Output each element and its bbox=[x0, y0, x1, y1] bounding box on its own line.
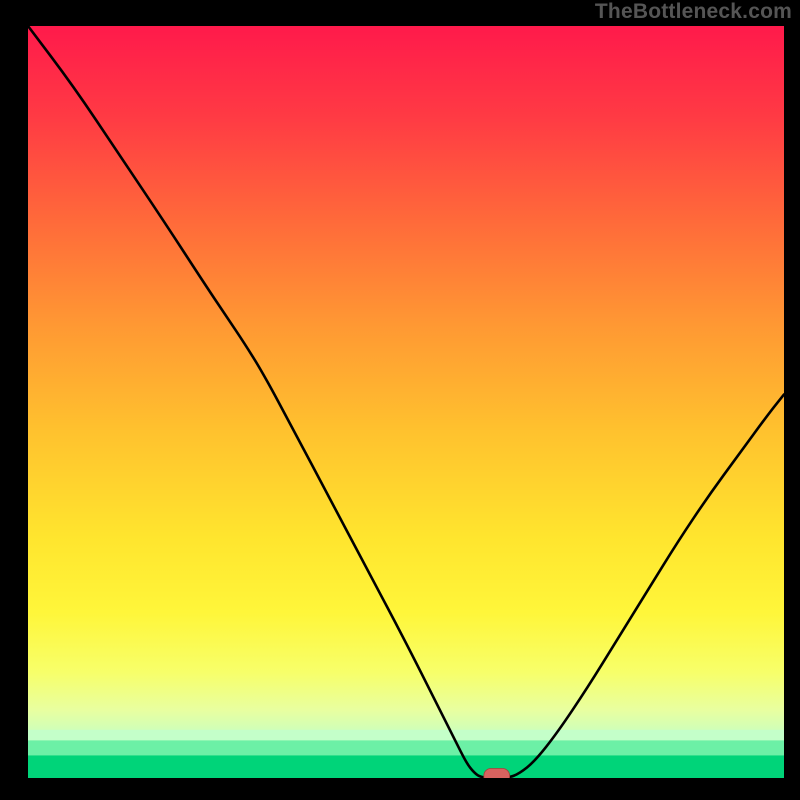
bottleneck-chart-svg bbox=[28, 26, 784, 778]
gradient-background bbox=[28, 26, 784, 778]
plot-area bbox=[28, 26, 784, 778]
watermark-text: TheBottleneck.com bbox=[595, 0, 792, 24]
chart-container: TheBottleneck.com bbox=[0, 0, 800, 800]
valley-marker bbox=[484, 768, 510, 778]
green-bands bbox=[28, 730, 784, 778]
